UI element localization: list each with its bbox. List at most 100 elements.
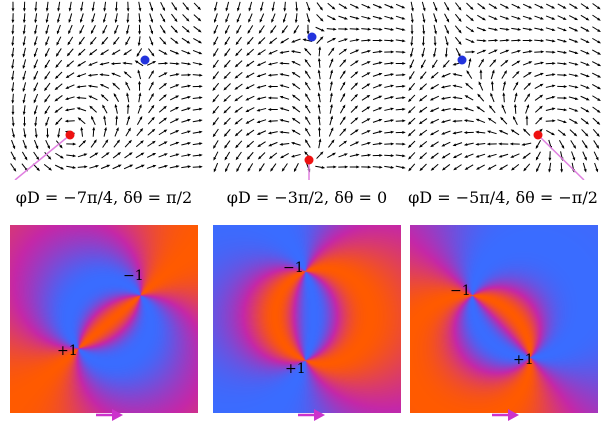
field-arrowhead: [464, 107, 468, 111]
field-arrowhead: [478, 81, 482, 85]
field-arrowhead: [279, 84, 284, 88]
field-arrowhead: [320, 18, 324, 22]
field-arrowhead: [256, 63, 261, 66]
field-arrowhead: [402, 119, 406, 123]
field-arrowhead: [512, 115, 516, 120]
field-arrowhead: [452, 62, 457, 66]
field-arrowhead: [199, 73, 203, 77]
field-arrowhead: [344, 153, 348, 157]
field-arrowhead: [529, 50, 533, 53]
field-arrowhead: [304, 139, 308, 143]
field-arrowhead: [517, 49, 522, 53]
field-arrowhead: [367, 5, 371, 9]
field-arrowhead: [597, 29, 601, 33]
field-arrowhead: [11, 31, 15, 35]
field-arrowhead: [268, 143, 272, 147]
field-arrowhead: [304, 151, 308, 155]
field-arrowhead: [356, 38, 360, 42]
field-arrowhead: [586, 63, 590, 66]
phase-labels-panel-3: −1 +1: [450, 283, 534, 368]
field-arrowhead: [330, 58, 334, 62]
field-arrowhead: [247, 30, 251, 34]
field-arrowhead: [333, 27, 337, 31]
field-arrowhead: [402, 39, 406, 43]
field-arrowhead: [283, 8, 287, 12]
field-arrowhead: [378, 61, 383, 65]
field-arrowhead: [279, 142, 283, 146]
field-arrowhead: [213, 41, 217, 46]
field-arrowhead: [522, 155, 527, 159]
field-arrowhead: [528, 5, 533, 9]
field-arrowhead: [34, 19, 38, 24]
field-arrowhead: [540, 28, 545, 31]
field-arrowhead: [528, 16, 533, 20]
field-arrowhead: [212, 87, 216, 91]
field-arrowhead: [72, 142, 77, 146]
field-arrowhead: [525, 115, 529, 119]
field-arrowhead: [162, 7, 166, 12]
field-arrowhead: [152, 140, 156, 144]
field-arrowhead: [409, 65, 413, 69]
field-arrowhead: [333, 165, 337, 169]
field-arrowhead: [506, 27, 510, 31]
field-arrowhead: [72, 165, 77, 169]
field-arrowhead: [597, 109, 601, 113]
field-arrowhead: [574, 39, 579, 43]
field-arrowhead: [491, 69, 495, 74]
field-arrowhead: [234, 75, 239, 79]
field-arrowhead: [11, 88, 15, 93]
field-arrowhead: [199, 84, 203, 88]
field-arrowhead: [302, 38, 307, 42]
field-arrowhead: [175, 165, 180, 168]
field-arrowhead: [574, 74, 579, 77]
field-arrowhead: [92, 126, 96, 131]
field-arrowhead: [444, 54, 448, 58]
field-arrowhead: [176, 62, 180, 66]
field-arrowhead: [419, 87, 423, 91]
field-arrowhead: [379, 165, 383, 169]
field-arrowhead: [257, 156, 262, 160]
field-arrowhead: [141, 164, 145, 168]
field-arrowhead: [585, 6, 590, 10]
field-arrowhead: [596, 121, 601, 125]
field-arrowhead: [539, 128, 543, 133]
field-arrowhead: [317, 126, 321, 131]
field-arrowhead: [317, 92, 321, 96]
field-arrowhead: [343, 5, 348, 9]
field-arrowhead: [390, 73, 395, 76]
field-arrowhead: [175, 118, 180, 122]
field-arrowhead: [44, 87, 48, 92]
field-arrowhead: [162, 30, 166, 34]
field-arrowhead: [93, 139, 97, 143]
field-arrowhead: [106, 152, 110, 156]
field-arrowhead: [504, 59, 509, 64]
field-arrowhead: [354, 82, 359, 86]
field-arrowhead: [464, 95, 469, 99]
field-arrowhead: [562, 5, 567, 9]
field-arrowhead: [367, 165, 372, 169]
field-arrowhead: [199, 153, 203, 157]
field-arrowhead: [401, 28, 406, 31]
field-arrowhead: [22, 99, 26, 104]
field-arrowhead: [291, 61, 296, 64]
field-arrowhead: [378, 84, 383, 87]
field-arrowhead: [441, 74, 445, 78]
field-arrowhead: [33, 65, 37, 69]
field-arrowhead: [12, 156, 16, 161]
field-arrowhead: [33, 42, 37, 47]
field-arrowhead: [419, 144, 423, 148]
field-arrowhead: [463, 119, 468, 123]
field-arrowhead: [82, 139, 87, 144]
field-arrowhead: [33, 76, 37, 81]
field-arrowhead: [410, 53, 413, 58]
field-arrowhead: [355, 60, 359, 64]
field-arrowhead: [390, 165, 395, 169]
field-arrowhead: [367, 16, 372, 20]
field-arrowhead: [223, 75, 227, 80]
phase-map-panel-2: [213, 225, 401, 413]
field-arrowhead: [212, 133, 216, 138]
field-arrowhead: [236, 19, 240, 23]
field-arrowhead: [235, 156, 239, 161]
field-arrowhead: [500, 116, 504, 121]
field-arrowhead: [434, 7, 438, 12]
